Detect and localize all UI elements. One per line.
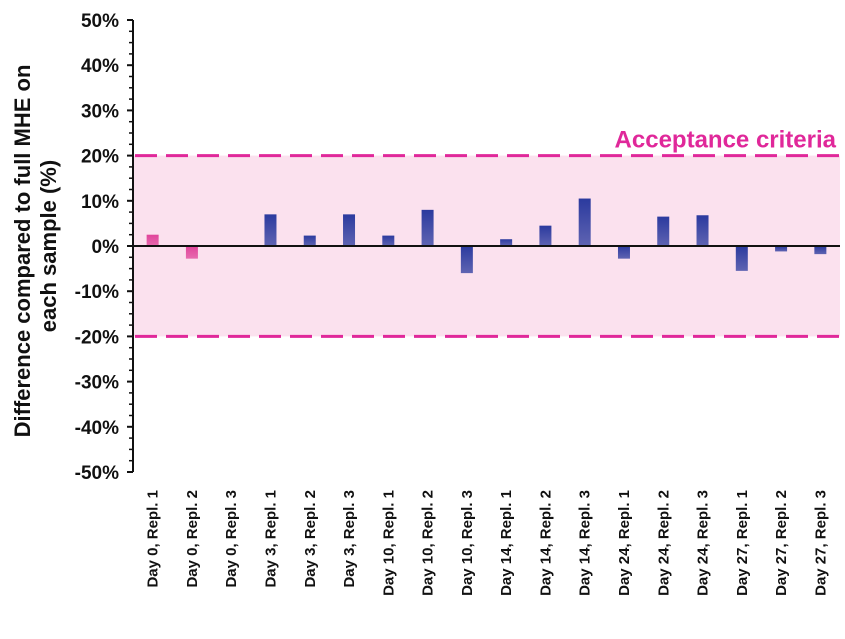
bar-16 <box>735 246 748 271</box>
y-tick-label: 10% <box>81 192 119 213</box>
x-tick-label: Day 14, Repl. 2 <box>537 490 554 596</box>
y-ticks-group: -50% -40% -30% -20% -10% 0% 10% 20% 30% 40% 50% <box>75 11 133 484</box>
x-tick-label: Day 3, Repl. 2 <box>302 490 319 588</box>
bar-12 <box>578 198 591 246</box>
y-tick-label: 0% <box>92 237 120 258</box>
y-tick-label: -30% <box>75 373 119 394</box>
x-tick-label: Day 3, Repl. 3 <box>341 490 358 588</box>
y-tick-label: 30% <box>81 101 119 122</box>
bar-15 <box>696 215 709 246</box>
y-tick-label: -40% <box>75 418 119 439</box>
y-tick-label: 40% <box>81 56 119 77</box>
y-axis-title-line2: each sample (%) <box>36 160 61 332</box>
bar-2 <box>185 246 198 259</box>
y-tick-label: -50% <box>75 463 119 484</box>
bar-5 <box>303 235 316 246</box>
x-tick-label: Day 3, Repl. 1 <box>262 490 279 588</box>
bar-6 <box>343 214 356 246</box>
x-tick-label: Day 27, Repl. 2 <box>773 490 790 596</box>
bar-9 <box>460 246 473 274</box>
bar-10 <box>500 239 513 246</box>
x-tick-label: Day 27, Repl. 3 <box>812 490 829 596</box>
y-tick-label: -20% <box>75 327 119 348</box>
bar-1 <box>146 234 159 246</box>
x-tick-label: Day 24, Repl. 1 <box>616 490 633 596</box>
bar-11 <box>539 225 552 246</box>
y-tick-label: 50% <box>81 11 119 32</box>
x-tick-label: Day 27, Repl. 1 <box>734 490 751 596</box>
y-tick-label: -10% <box>75 282 119 303</box>
bar-4 <box>264 214 277 246</box>
x-tick-label: Day 24, Repl. 2 <box>655 490 672 596</box>
y-tick-label: 20% <box>81 147 119 168</box>
bar-7 <box>382 235 395 246</box>
x-tick-label: Day 14, Repl. 3 <box>577 490 594 596</box>
bar-18 <box>814 246 827 255</box>
x-tick-label: Day 24, Repl. 3 <box>695 490 712 596</box>
acceptance-label: Acceptance criteria <box>615 127 837 154</box>
x-tick-label: Day 10, Repl. 2 <box>420 490 437 596</box>
x-tick-label: Day 0, Repl. 3 <box>223 490 240 588</box>
bar-8 <box>421 209 434 246</box>
bar-14 <box>657 216 670 246</box>
x-tick-label: Day 10, Repl. 1 <box>380 490 397 596</box>
y-axis-title-line1: Difference compared to full MHE on <box>10 65 35 438</box>
x-tick-label: Day 10, Repl. 3 <box>459 490 476 596</box>
x-tick-labels-group: Day 0, Repl. 1 Day 0, Repl. 2 Day 0, Repl.… <box>145 490 830 596</box>
x-tick-label: Day 0, Repl. 1 <box>145 490 162 588</box>
bars-group <box>146 198 827 274</box>
bar-17 <box>775 246 788 252</box>
x-tick-label: Day 0, Repl. 2 <box>184 490 201 588</box>
bar-13 <box>617 246 630 259</box>
x-tick-label: Day 14, Repl. 1 <box>498 490 515 596</box>
